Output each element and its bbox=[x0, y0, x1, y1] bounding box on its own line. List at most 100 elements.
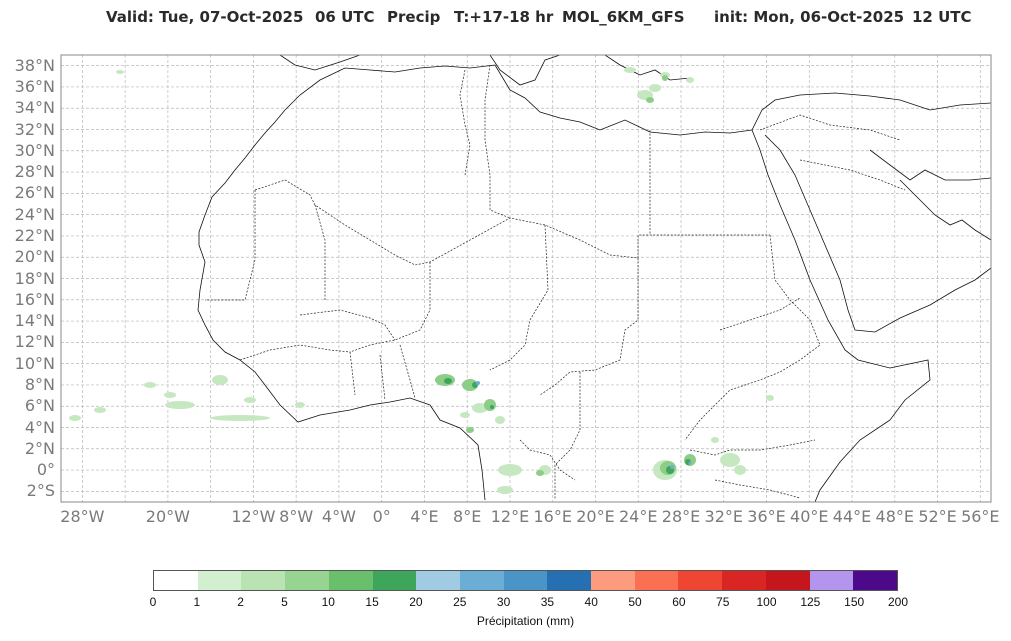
colorbar-tick-label: 100 bbox=[756, 595, 777, 609]
lat-label: 16°N bbox=[14, 289, 55, 309]
colorbar-swatch bbox=[285, 571, 329, 590]
lon-label: 8°W bbox=[279, 507, 314, 526]
colorbar-swatch bbox=[634, 571, 679, 590]
lat-label: 18°N bbox=[14, 268, 55, 288]
lat-label: 6°N bbox=[24, 396, 55, 416]
lat-label: 32°N bbox=[14, 119, 55, 139]
coastline-iberia bbox=[279, 55, 361, 71]
colorbar-tick-label: 2 bbox=[237, 595, 244, 609]
init-hour: 12 UTC bbox=[912, 8, 972, 26]
colorbar-tick-label: 10 bbox=[321, 595, 335, 609]
coastline bbox=[197, 109, 486, 501]
graticule bbox=[61, 55, 991, 502]
lon-label: 24°E bbox=[619, 507, 658, 526]
colorbar-tick-label: 150 bbox=[844, 595, 865, 609]
time-range: T:+17-18 hr bbox=[454, 8, 554, 26]
colorbar bbox=[153, 570, 898, 591]
model-name: MOL_6KM_GFS bbox=[562, 8, 685, 26]
lon-label: 28°W bbox=[60, 507, 105, 526]
country-borders bbox=[205, 64, 906, 500]
precipitation-areas bbox=[69, 67, 774, 494]
lat-label: 24°N bbox=[14, 204, 55, 224]
colorbar-tick-label: 125 bbox=[800, 595, 821, 609]
colorbar-swatch bbox=[853, 571, 897, 590]
init-date: init: Mon, 06-Oct-2025 bbox=[714, 8, 905, 26]
colorbar-swatch bbox=[547, 571, 592, 590]
lon-label: 0° bbox=[372, 507, 391, 526]
lon-label: 12°W bbox=[231, 507, 276, 526]
colorbar-tick-label: 60 bbox=[672, 595, 686, 609]
lat-label: 22°N bbox=[14, 225, 55, 245]
colorbar-swatch bbox=[765, 571, 810, 590]
coastline-arabia bbox=[764, 134, 991, 333]
colorbar-tick-label: 75 bbox=[716, 595, 730, 609]
parameter-name: Precip bbox=[387, 8, 441, 26]
lon-label: 20°E bbox=[576, 507, 615, 526]
colorbar-tick-label: 40 bbox=[584, 595, 598, 609]
colorbar-swatch bbox=[591, 571, 635, 590]
colorbar-swatch bbox=[459, 571, 504, 590]
colorbar-label: Précipitation (mm) bbox=[476, 614, 575, 628]
lat-label: 36°N bbox=[14, 76, 55, 96]
colorbar-swatch bbox=[809, 571, 854, 590]
coastline-italy-balkans bbox=[489, 55, 691, 86]
coastline-gulf bbox=[899, 179, 991, 241]
colorbar-swatch bbox=[372, 571, 417, 590]
lat-label: 26°N bbox=[14, 183, 55, 203]
valid-hour: 06 UTC bbox=[315, 8, 375, 26]
colorbar-tick-label: 20 bbox=[409, 595, 423, 609]
lon-label: 48°E bbox=[875, 507, 915, 526]
lon-label: 12°E bbox=[490, 507, 530, 526]
colorbar-swatch bbox=[328, 571, 373, 590]
colorbar-swatch bbox=[503, 571, 548, 590]
precip-very-heavy bbox=[476, 381, 692, 469]
lon-label: 4°E bbox=[410, 507, 439, 526]
lat-label: 20°N bbox=[14, 247, 55, 267]
colorbar-swatch bbox=[678, 571, 723, 590]
coastline-persian bbox=[869, 149, 991, 181]
lon-label: 32°E bbox=[704, 507, 743, 526]
coastline-north bbox=[284, 64, 753, 136]
lat-label: 30°N bbox=[14, 140, 55, 160]
lat-label: 12°N bbox=[14, 332, 55, 352]
colorbar-tick-label: 30 bbox=[496, 595, 511, 609]
lon-label: 4°W bbox=[321, 507, 356, 526]
colorbar-tick-label: 15 bbox=[365, 595, 379, 609]
lon-label: 40°E bbox=[790, 507, 829, 526]
map-title: Valid: Tue, 07-Oct-2025 06 UTC Precip T:… bbox=[0, 8, 1011, 28]
coastline-mediterranean bbox=[751, 92, 991, 131]
colorbar-swatch bbox=[416, 571, 460, 590]
lat-label: 38°N bbox=[14, 55, 55, 75]
coastline-red-sea-west bbox=[751, 129, 931, 502]
valid-date: Valid: Tue, 07-Oct-2025 bbox=[106, 8, 304, 26]
lon-label: 16°E bbox=[533, 507, 572, 526]
lat-label: 0° bbox=[36, 460, 55, 480]
colorbar-swatch bbox=[154, 571, 198, 590]
lon-label: 8°E bbox=[453, 507, 482, 526]
colorbar-tick-label: 50 bbox=[628, 595, 642, 609]
lat-label: 2°S bbox=[26, 481, 55, 501]
lat-label: 8°N bbox=[24, 374, 55, 394]
lat-label: 10°N bbox=[14, 353, 55, 373]
colorbar-tick-label: 200 bbox=[887, 595, 909, 609]
lon-label: 56°E bbox=[961, 507, 1000, 526]
lon-label: 36°E bbox=[747, 507, 786, 526]
colorbar-tick-label: 1 bbox=[193, 595, 201, 609]
colorbar-tick-label: 35 bbox=[540, 595, 555, 609]
lat-label: 4°N bbox=[24, 417, 55, 437]
lat-label: 28°N bbox=[14, 162, 55, 182]
lon-label: 20°W bbox=[145, 507, 190, 526]
lon-label: 28°E bbox=[661, 507, 701, 526]
colorbar-tick-label: 0 bbox=[149, 595, 157, 609]
colorbar-swatch bbox=[241, 571, 286, 590]
colorbar-swatch bbox=[197, 571, 242, 590]
colorbar-tick-label: 5 bbox=[281, 595, 288, 609]
colorbar-tick-label: 25 bbox=[453, 595, 467, 609]
lat-label: 14°N bbox=[14, 311, 55, 331]
map-frame bbox=[60, 54, 992, 503]
lat-label: 2°N bbox=[24, 438, 55, 458]
colorbar-swatch bbox=[722, 571, 766, 590]
lon-label: 52°E bbox=[918, 507, 957, 526]
lat-label: 34°N bbox=[14, 98, 55, 118]
